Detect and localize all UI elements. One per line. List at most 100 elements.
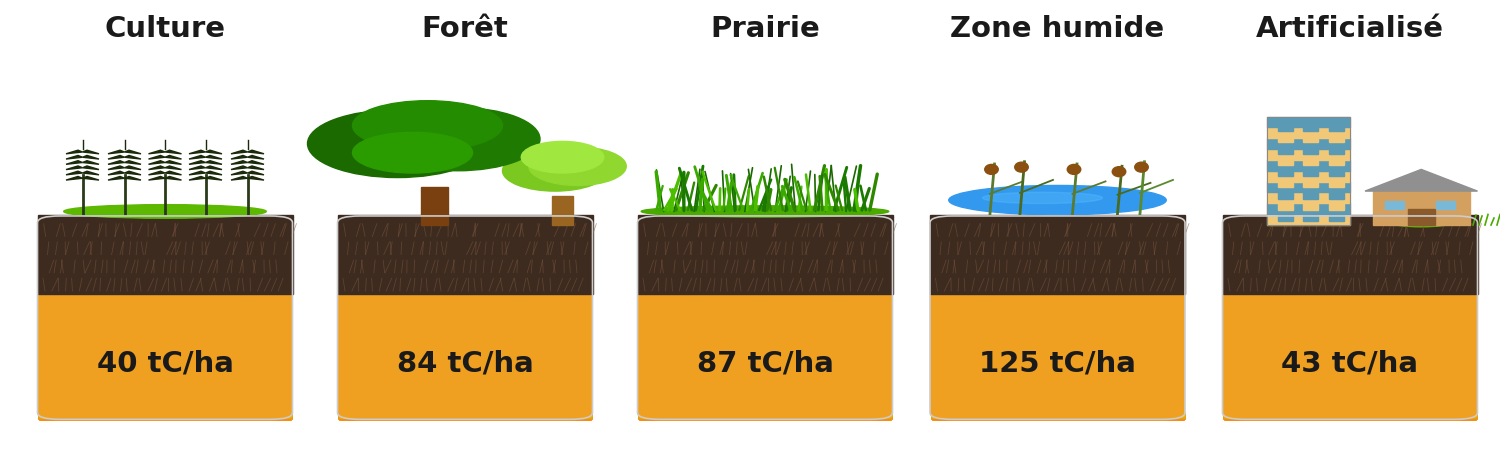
Polygon shape: [165, 161, 182, 165]
Bar: [639, 415, 891, 419]
Polygon shape: [148, 156, 165, 160]
FancyBboxPatch shape: [38, 382, 292, 419]
Bar: [38, 216, 292, 294]
Bar: [1329, 192, 1344, 199]
Bar: [39, 415, 291, 419]
Bar: [639, 414, 891, 418]
Bar: [39, 413, 291, 417]
Text: 125 tC/ha: 125 tC/ha: [980, 349, 1136, 377]
Bar: [639, 413, 891, 417]
Bar: [639, 414, 891, 418]
Bar: [932, 414, 1184, 418]
Polygon shape: [231, 156, 248, 160]
Bar: [639, 415, 891, 419]
FancyBboxPatch shape: [38, 216, 292, 419]
Bar: [639, 415, 891, 419]
Bar: [932, 413, 1184, 417]
Bar: [39, 414, 291, 419]
Bar: [1224, 413, 1476, 417]
Bar: [1224, 415, 1476, 419]
Bar: [38, 216, 292, 295]
Bar: [339, 414, 591, 419]
Bar: [339, 415, 591, 419]
Polygon shape: [206, 156, 222, 160]
Bar: [1224, 414, 1476, 418]
Bar: [552, 196, 573, 226]
Bar: [1224, 414, 1476, 418]
Ellipse shape: [1134, 163, 1149, 173]
Bar: [1329, 147, 1344, 154]
Bar: [639, 415, 891, 419]
Bar: [339, 414, 591, 419]
Bar: [39, 413, 291, 417]
Bar: [1224, 414, 1476, 419]
Polygon shape: [189, 151, 206, 154]
Bar: [639, 414, 891, 418]
Bar: [932, 414, 1184, 418]
Bar: [39, 414, 291, 418]
FancyBboxPatch shape: [1222, 382, 1478, 419]
Bar: [1384, 202, 1404, 210]
Polygon shape: [148, 172, 165, 175]
Bar: [39, 414, 291, 419]
Bar: [932, 414, 1184, 419]
Bar: [932, 415, 1184, 419]
Bar: [1224, 413, 1476, 417]
Bar: [339, 413, 591, 417]
Bar: [338, 216, 592, 295]
Bar: [639, 413, 891, 417]
Bar: [39, 414, 291, 418]
Bar: [639, 413, 891, 417]
Bar: [339, 414, 591, 418]
Bar: [932, 414, 1184, 419]
Bar: [1224, 415, 1476, 419]
Bar: [932, 413, 1184, 417]
Bar: [39, 415, 291, 419]
Polygon shape: [108, 161, 124, 165]
Bar: [1224, 415, 1476, 419]
Polygon shape: [124, 151, 141, 154]
Bar: [1224, 415, 1476, 419]
Text: Prairie: Prairie: [710, 15, 821, 43]
Bar: [639, 414, 891, 418]
Bar: [1329, 136, 1344, 143]
Polygon shape: [231, 161, 248, 165]
Bar: [39, 414, 291, 418]
Polygon shape: [189, 161, 206, 165]
Bar: [932, 414, 1184, 418]
Bar: [930, 216, 1185, 295]
FancyBboxPatch shape: [1222, 216, 1478, 419]
Bar: [932, 413, 1184, 417]
Bar: [1268, 215, 1350, 226]
Polygon shape: [248, 156, 264, 160]
Bar: [39, 412, 291, 416]
Polygon shape: [82, 177, 99, 181]
Polygon shape: [189, 177, 206, 181]
Polygon shape: [248, 166, 264, 170]
Bar: [339, 413, 591, 417]
Bar: [1224, 415, 1476, 419]
Bar: [1278, 136, 1293, 143]
Bar: [639, 413, 891, 417]
Bar: [639, 414, 891, 419]
Polygon shape: [165, 166, 182, 170]
Bar: [1224, 414, 1476, 418]
Bar: [1224, 414, 1476, 419]
Bar: [339, 415, 591, 419]
Polygon shape: [66, 151, 82, 154]
Bar: [339, 414, 591, 418]
Bar: [1224, 413, 1476, 417]
Bar: [639, 412, 891, 416]
Polygon shape: [231, 151, 248, 154]
Bar: [1222, 216, 1478, 295]
Polygon shape: [206, 151, 222, 154]
Bar: [932, 413, 1184, 417]
Bar: [39, 413, 291, 417]
Bar: [1278, 124, 1293, 132]
Bar: [639, 415, 891, 419]
Bar: [639, 414, 891, 419]
Bar: [1304, 192, 1318, 199]
Bar: [39, 413, 291, 417]
Bar: [932, 414, 1184, 418]
Bar: [339, 414, 591, 418]
